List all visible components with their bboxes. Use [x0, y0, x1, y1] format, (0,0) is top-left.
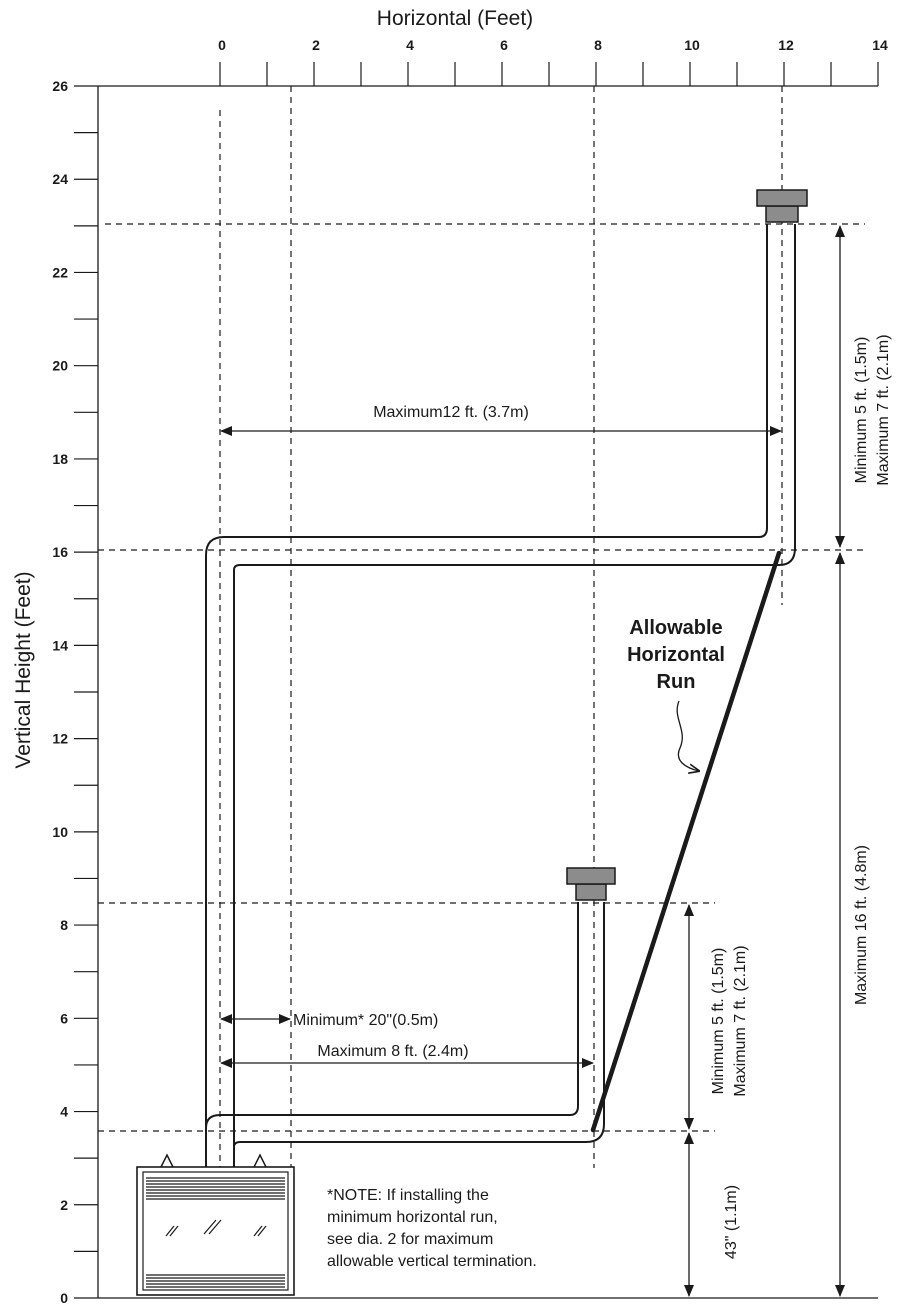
note-line-1: *NOTE: If installing the	[327, 1187, 489, 1204]
y-axis-title: Vertical Height (Feet)	[12, 571, 35, 768]
y-tick-label: 24	[52, 171, 68, 187]
x-axis-title: Horizontal (Feet)	[377, 7, 533, 30]
y-tick-label: 4	[60, 1104, 68, 1120]
upper-vent-cap	[757, 190, 807, 222]
note-line-3: see dia. 2 for maximum	[327, 1231, 493, 1248]
y-tick-label: 22	[52, 264, 68, 280]
y-tick-label: 8	[60, 917, 68, 933]
y-tick-label: 10	[52, 824, 68, 840]
note-line-2: minimum horizontal run,	[327, 1209, 498, 1226]
y-tick-label: 18	[52, 451, 68, 467]
fireplace-icon	[137, 1155, 294, 1295]
y-tick-label: 2	[60, 1197, 68, 1213]
y-tick-label: 0	[60, 1290, 68, 1304]
x-axis-ticks: 0 2 4 6 8 10 12 14	[218, 37, 888, 86]
note-line-4: allowable vertical termination.	[327, 1253, 537, 1270]
x-tick-label: 14	[872, 37, 888, 53]
callout-line-2: Horizontal	[627, 644, 725, 666]
dimension-label-lower-minimum: Minimum 5 ft. (1.5m)	[710, 948, 727, 1095]
x-tick-label: 12	[778, 37, 794, 53]
lower-vent-cap	[567, 868, 615, 900]
x-tick-label: 4	[406, 37, 414, 53]
dimension-label-upper-minimum: Minimum 5 ft. (1.5m)	[853, 337, 870, 484]
dimension-label-upper-maximum: Maximum 7 ft. (2.1m)	[875, 334, 892, 485]
callout-line-1: Allowable	[629, 617, 722, 639]
y-tick-label: 6	[60, 1010, 68, 1026]
x-tick-label: 8	[594, 37, 602, 53]
dimension-label-43in: 43" (1.1m)	[723, 1185, 740, 1259]
callout-line-3: Run	[657, 671, 696, 693]
y-tick-label: 14	[52, 637, 68, 653]
dimension-label-max-16ft: Maximum 16 ft. (4.8m)	[853, 845, 870, 1005]
x-tick-label: 0	[218, 37, 226, 53]
allowable-horizontal-run-line	[593, 553, 779, 1130]
y-tick-label: 12	[52, 731, 68, 747]
dimension-arrows	[221, 226, 840, 1296]
dimension-label-min-20in: Minimum* 20"(0.5m)	[293, 1012, 438, 1029]
x-tick-label: 6	[500, 37, 508, 53]
y-tick-label: 16	[52, 544, 68, 560]
dimension-label-lower-maximum: Maximum 7 ft. (2.1m)	[732, 945, 749, 1096]
x-tick-label: 2	[312, 37, 320, 53]
dashed-guides	[98, 86, 865, 1170]
dimension-label-max-12ft: Maximum12 ft. (3.7m)	[373, 404, 529, 421]
x-tick-label: 10	[684, 37, 700, 53]
dimension-label-max-8ft: Maximum 8 ft. (2.4m)	[317, 1043, 468, 1060]
y-tick-label: 20	[52, 358, 68, 374]
y-tick-label: 26	[52, 78, 68, 94]
